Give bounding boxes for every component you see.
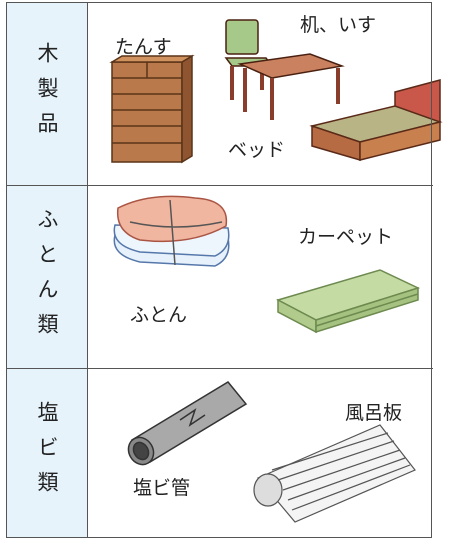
item-label: 塩ビ管	[133, 477, 191, 499]
item-label: ベッド	[228, 139, 286, 161]
category-label: ふとん類	[35, 207, 59, 348]
bath-cover-illustration	[253, 424, 416, 523]
item-label: 机、いす	[300, 14, 377, 36]
desk-chair-illustration	[224, 19, 345, 120]
futon-illustration	[113, 195, 230, 267]
category-label: 塩ビ類	[35, 400, 59, 506]
chest-illustration	[109, 54, 195, 164]
category-cell: 塩ビ類	[7, 369, 88, 537]
category-cell: 木製品	[7, 3, 88, 186]
row-divider	[7, 185, 433, 186]
item-label: ふとん	[130, 304, 188, 326]
item-label: たんす	[115, 36, 172, 58]
item-label: 風呂板	[345, 402, 403, 424]
bed-illustration	[309, 79, 443, 161]
category-cell: ふとん類	[7, 186, 88, 369]
row-divider	[7, 368, 433, 369]
pipe-illustration	[127, 381, 248, 466]
item-label: カーペット	[298, 226, 394, 248]
category-label: 木製品	[35, 42, 59, 147]
carpet-illustration	[276, 269, 421, 334]
category-table: 木製品 ふとん類 塩ビ類	[6, 2, 433, 538]
